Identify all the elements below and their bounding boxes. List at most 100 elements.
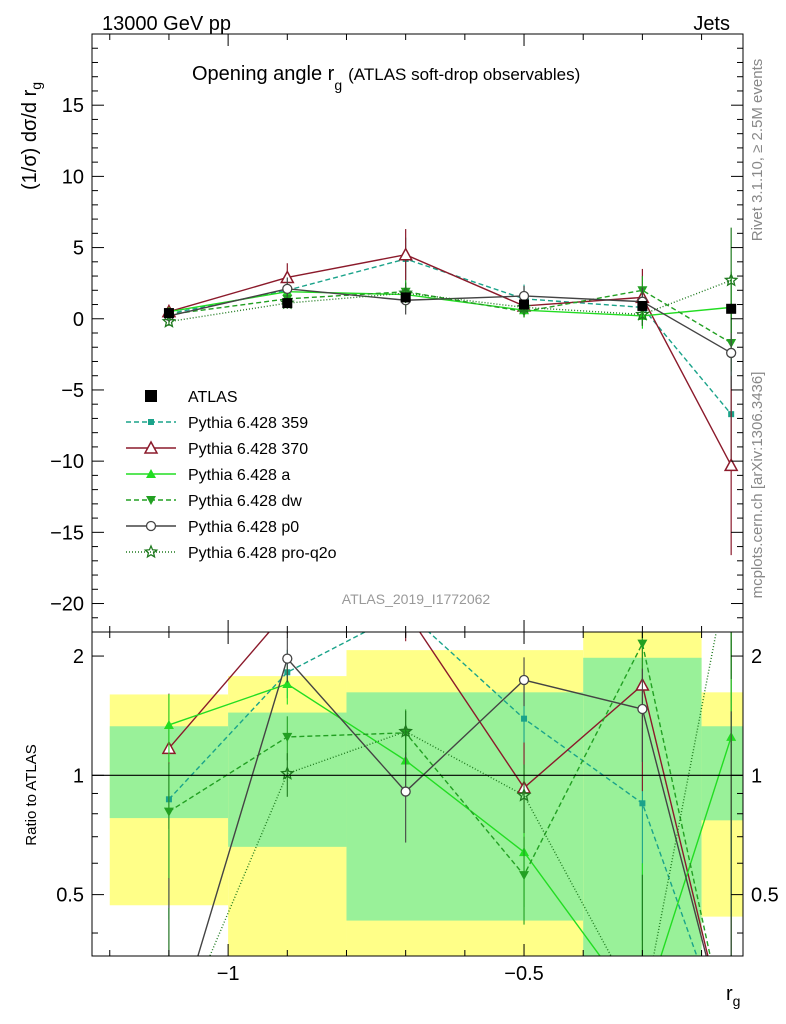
ratio-y-tick-label-right: 0.5	[751, 885, 779, 907]
ratio-data-point	[279, 765, 295, 780]
ratio-y-tick-label-right: 2	[751, 646, 762, 668]
main-y-tick-label: 5	[73, 238, 84, 260]
legend: ATLAS Pythia 6.428 359 Pythia 6.428 370 Pyt…	[126, 389, 337, 562]
ratio-y-axis-label: Ratio to ATLAS	[23, 744, 40, 845]
ratio-y-tick-label-right: 1	[751, 765, 762, 787]
series-line	[168, 253, 732, 466]
data-point	[726, 347, 737, 359]
series-line	[168, 279, 732, 323]
ratio-data-point	[521, 715, 528, 722]
x-axis-label-subscript: g	[733, 993, 741, 1009]
legend-entry-pythia-6-428-370: Pythia 6.428 370	[126, 440, 308, 458]
data-point	[635, 306, 650, 321]
data-point	[726, 303, 737, 314]
main-title-text: Opening angle r	[192, 63, 335, 85]
ratio-data-point	[163, 719, 174, 729]
legend-marker	[145, 520, 157, 532]
legend-marker	[148, 419, 154, 425]
ratio-y-tick-label: 0.5	[56, 885, 84, 907]
legend-marker	[143, 544, 159, 559]
main-y-axis-label: (1/σ) dσ/d rg	[19, 82, 44, 190]
data-point	[637, 300, 648, 311]
mcplots-label: mcplots.cern.ch [arXiv:1306.3436]	[749, 372, 766, 599]
main-y-axis-label-text: (1/σ) dσ/d r	[19, 89, 41, 190]
ratio-series-line	[168, 632, 709, 956]
legend-entry-pythia-6-428-dw: Pythia 6.428 dw	[126, 493, 302, 510]
main-y-axis-label-subscript: g	[28, 82, 44, 90]
legend-label: ATLAS	[188, 389, 238, 406]
legend-label: Pythia 6.428 p0	[188, 519, 299, 536]
ratio-data-point	[516, 787, 532, 802]
main-y-tick-label: −15	[50, 522, 84, 544]
legend-entry-atlas: ATLAS	[145, 389, 238, 406]
ratio-data-point	[398, 723, 413, 738]
legend-entry-pythia-6-428-pro-q2o: Pythia 6.428 pro-q2o	[126, 544, 337, 562]
ratio-data-point	[637, 703, 648, 715]
x-axis-label-text: r	[726, 983, 733, 1005]
ratio-data-point	[400, 786, 411, 797]
series-pythia-6-428-p0	[163, 277, 737, 389]
legend-entry-pythia-6-428-359: Pythia 6.428 359	[126, 415, 308, 432]
x-axis-label: rg	[726, 983, 740, 1009]
series-line	[168, 291, 732, 317]
ratio-y-tick-label: 2	[73, 646, 84, 668]
data-point	[400, 292, 411, 303]
legend-label: Pythia 6.428 a	[188, 467, 290, 484]
ratio-series-line	[209, 632, 717, 956]
series-line	[168, 288, 732, 354]
legend-label: Pythia 6.428 pro-q2o	[188, 545, 337, 562]
rivet-label: Rivet 3.1.10, ≥ 2.5M events	[749, 59, 766, 242]
series-line	[168, 289, 732, 344]
analysis-id: ATLAS_2019_I1772062	[342, 591, 491, 607]
main-y-tick-label: −10	[50, 451, 84, 473]
legend-entry-pythia-6-428-a: Pythia 6.428 a	[126, 467, 290, 484]
data-point	[163, 308, 174, 319]
category-label: Jets	[693, 13, 730, 35]
ratio-data-point	[637, 639, 648, 649]
main-title: Opening angle rg (ATLAS soft-drop observa…	[192, 63, 580, 93]
data-point	[161, 313, 177, 328]
ratio-series-line	[168, 683, 732, 956]
ratio-y-tick-label: 1	[73, 765, 84, 787]
ratio-plot-frame	[91, 631, 744, 957]
ratio-data-point	[639, 800, 646, 807]
ratio-data-point	[518, 674, 530, 686]
legend-marker	[146, 496, 156, 505]
main-y-tick-label: 15	[62, 95, 84, 117]
ratio-data-point	[282, 679, 293, 689]
main-y-tick-label: 10	[62, 166, 84, 188]
ratio-data-point	[282, 732, 293, 742]
data-point	[282, 298, 293, 309]
data-point	[519, 299, 530, 310]
data-point	[282, 283, 293, 295]
x-tick-label: −1	[217, 963, 240, 985]
main-y-tick-label: 0	[73, 309, 84, 331]
series-pythia-6-428-359	[165, 237, 735, 472]
ratio-data-point	[519, 871, 530, 881]
main-title-suffix: (ATLAS soft-drop observables)	[348, 65, 580, 84]
series-line	[168, 258, 732, 415]
data-point	[723, 457, 739, 472]
legend-label: Pythia 6.428 370	[188, 441, 308, 458]
main-title-subscript: g	[334, 77, 342, 93]
energy-label: 13000 GeV pp	[102, 13, 231, 35]
legend-marker	[146, 469, 156, 478]
data-point	[398, 247, 413, 261]
main-y-tick-label: −5	[61, 380, 84, 402]
ratio-plot-panel: 0.5 0.5 1 1 2 2 Ratio to ATLAS	[23, 631, 779, 957]
ratio-series-line	[197, 657, 707, 956]
ratio-band-inner	[701, 726, 743, 821]
series-pythia-6-428-a	[163, 271, 737, 343]
ratio-series-line	[168, 632, 698, 956]
main-plot-frame	[91, 33, 744, 633]
series-atlas	[163, 292, 737, 319]
ratio-data-point	[163, 807, 174, 817]
legend-label: Pythia 6.428 359	[188, 415, 308, 432]
x-tick-label: −0.5	[504, 963, 543, 985]
data-point	[723, 272, 739, 287]
main-y-tick-label: −20	[50, 594, 84, 616]
ratio-series-line	[168, 641, 711, 956]
legend-entry-pythia-6-428-p0: Pythia 6.428 p0	[126, 519, 299, 536]
